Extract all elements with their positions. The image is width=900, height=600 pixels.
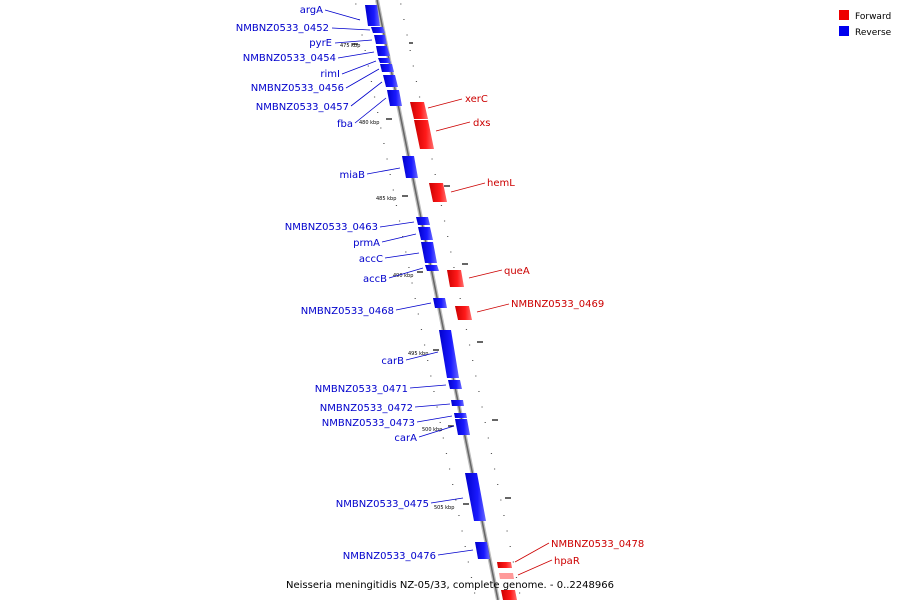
gene-label: NMBNZ0533_0468 [301, 306, 394, 317]
gene-queA[interactable] [447, 270, 464, 287]
gene-miaB[interactable] [402, 156, 418, 178]
reverse-genes [365, 5, 490, 559]
gene-label: accB [363, 274, 387, 285]
legend-swatch-forward [839, 10, 849, 20]
tick-label: 505 kbp [434, 505, 454, 511]
forward-genes [410, 102, 517, 600]
ruler-ticks: 475 kbp 480 kbp 485 kbp 490 kbp 495 kbp … [340, 42, 511, 511]
ruler-dashes [355, 3, 521, 594]
gene-NMBNZ0533_0476[interactable] [475, 542, 490, 559]
gene-NMBNZ0533_0457[interactable] [383, 75, 398, 87]
gene-label: hpaR [554, 556, 580, 567]
tick-label: 490 kbp [393, 273, 413, 279]
gene-label: hemL [487, 178, 515, 189]
gene-NMBNZ0533_0468[interactable] [433, 298, 447, 308]
gene-label: NMBNZ0533_0475 [336, 499, 429, 510]
tick-label: 475 kbp [340, 43, 360, 49]
gene-fba[interactable] [387, 90, 402, 106]
gene-NMBNZ0533_0454[interactable] [376, 46, 390, 56]
gene-accB[interactable] [425, 265, 439, 271]
gene-rimI[interactable] [378, 58, 391, 63]
gene-NMBNZ0533_0471[interactable] [448, 380, 462, 389]
map-caption: Neisseria meningitidis NZ-05/33, complet… [286, 580, 614, 591]
gene-label: carB [381, 356, 404, 367]
tick-label: 495 kbp [408, 351, 428, 357]
gene-label: prmA [353, 238, 380, 249]
legend-label-reverse: Reverse [855, 28, 892, 38]
gene-label: argA [300, 5, 323, 16]
gene-label: NMBNZ0533_0476 [343, 551, 436, 562]
gene-dxs[interactable] [414, 120, 434, 149]
gene-NMBNZ0533_0456[interactable] [380, 64, 394, 72]
gene-label: NMBNZ0533_0472 [320, 403, 413, 414]
reverse-labels: argA NMBNZ0533_0452 pyrE NMBNZ0533_0454 … [236, 5, 436, 562]
gene-label: NMBNZ0533_0478 [551, 539, 644, 550]
gene-carB[interactable] [439, 330, 459, 378]
gene-NMBNZ0533_0475[interactable] [465, 473, 486, 521]
tick-label: 480 kbp [359, 120, 379, 126]
gene-label: fba [337, 119, 353, 130]
gene-label: NMBNZ0533_0456 [251, 83, 344, 94]
tick-label: 500 kbp [422, 427, 442, 433]
gene-fragment[interactable] [501, 590, 517, 600]
gene-label: queA [504, 266, 530, 277]
gene-label: NMBNZ0533_0471 [315, 384, 408, 395]
gene-label: xerC [465, 94, 488, 105]
gene-label: NMBNZ0533_0457 [256, 102, 349, 113]
gene-label: dxs [473, 118, 490, 129]
gene-hpaR[interactable] [499, 573, 514, 579]
gene-label: NMBNZ0533_0452 [236, 23, 329, 34]
gene-label: NMBNZ0533_0469 [511, 299, 604, 310]
gene-carA[interactable] [455, 419, 470, 435]
gene-prmA[interactable] [418, 227, 433, 240]
gene-NMBNZ0533_0469[interactable] [455, 306, 472, 320]
tick-label: 485 kbp [376, 196, 396, 202]
legend-swatch-reverse [839, 26, 849, 36]
gene-NMBNZ0533_0472[interactable] [451, 400, 464, 406]
gene-label: accC [359, 254, 383, 265]
gene-label: NMBNZ0533_0454 [243, 53, 336, 64]
gene-hemL[interactable] [429, 183, 447, 202]
reverse-leader-lines [324, 9, 474, 556]
gene-label: rimI [320, 69, 340, 80]
gene-NMBNZ0533_0478[interactable] [497, 562, 512, 568]
forward-leader-lines [427, 98, 553, 576]
gene-label: carA [394, 433, 417, 444]
gene-label: miaB [339, 170, 365, 181]
gene-label: pyrE [309, 38, 332, 49]
gene-label: NMBNZ0533_0473 [322, 418, 415, 429]
legend: Forward Reverse [839, 10, 892, 38]
legend-label-forward: Forward [855, 12, 891, 22]
gene-NMBNZ0533_0473[interactable] [454, 413, 467, 418]
gene-xerC[interactable] [410, 102, 428, 119]
forward-labels: xerC dxs hemL queA NMBNZ0533_0469 NMBNZ0… [465, 94, 644, 567]
gene-argA[interactable] [365, 5, 380, 26]
gene-label: NMBNZ0533_0463 [285, 222, 378, 233]
gene-accC[interactable] [421, 242, 437, 263]
gene-pyrE[interactable] [374, 35, 387, 44]
gene-NMBNZ0533_0463[interactable] [416, 217, 430, 225]
gene-NMBNZ0533_0452[interactable] [371, 27, 385, 33]
